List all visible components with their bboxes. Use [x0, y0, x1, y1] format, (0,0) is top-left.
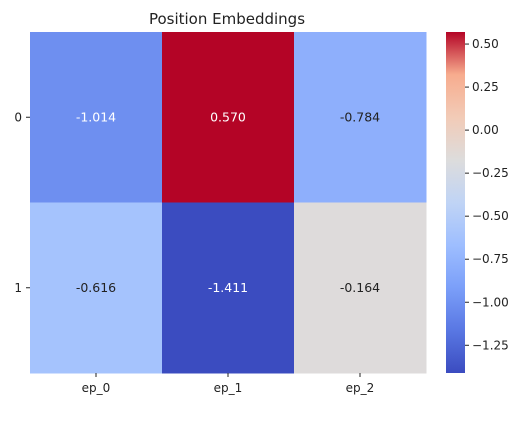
- cell-value-label: -1.014: [76, 109, 116, 124]
- y-axis-ticks: 01: [14, 110, 30, 295]
- colorbar-tick-label: −1.25: [472, 338, 509, 352]
- heatmap-cell: [294, 32, 427, 203]
- heatmap-cell: [30, 32, 163, 203]
- colorbar-ticks: 0.50 0.25 0.00 −0.25 −0.50 −0.75 −1.00 −1.25: [465, 37, 509, 352]
- heatmap-cells: -1.014 0.570 -0.784 -0.616 -1.411 -0.164: [30, 32, 427, 374]
- colorbar-tick-label: −0.75: [472, 252, 509, 266]
- cell-value-label: -1.411: [208, 280, 248, 295]
- cell-value-label: 0.570: [210, 109, 246, 124]
- y-tick-label: 1: [14, 281, 22, 295]
- colorbar-tick-label: −0.25: [472, 166, 509, 180]
- colorbar-tick-label: 0.25: [472, 80, 499, 94]
- heatmap-cell: [162, 32, 295, 203]
- colorbar-tick-label: −0.50: [472, 209, 509, 223]
- chart-title: Position Embeddings: [149, 10, 305, 28]
- colorbar-tick-label: −1.00: [472, 295, 509, 309]
- heatmap-cell: [294, 202, 427, 374]
- x-tick-label: ep_2: [346, 381, 375, 395]
- heatmap-cell: [162, 202, 295, 374]
- cell-value-label: -0.784: [340, 109, 380, 124]
- cell-value-label: -0.616: [76, 280, 116, 295]
- colorbar-tick-label: 0.50: [472, 37, 499, 51]
- colorbar: [446, 32, 465, 373]
- y-tick-label: 0: [14, 110, 22, 124]
- x-axis-ticks: ep_0 ep_1 ep_2: [82, 373, 375, 395]
- cell-value-label: -0.164: [340, 280, 380, 295]
- x-tick-label: ep_0: [82, 381, 111, 395]
- heatmap-cell: [30, 202, 163, 374]
- colorbar-tick-label: 0.00: [472, 123, 499, 137]
- x-tick-label: ep_1: [214, 381, 243, 395]
